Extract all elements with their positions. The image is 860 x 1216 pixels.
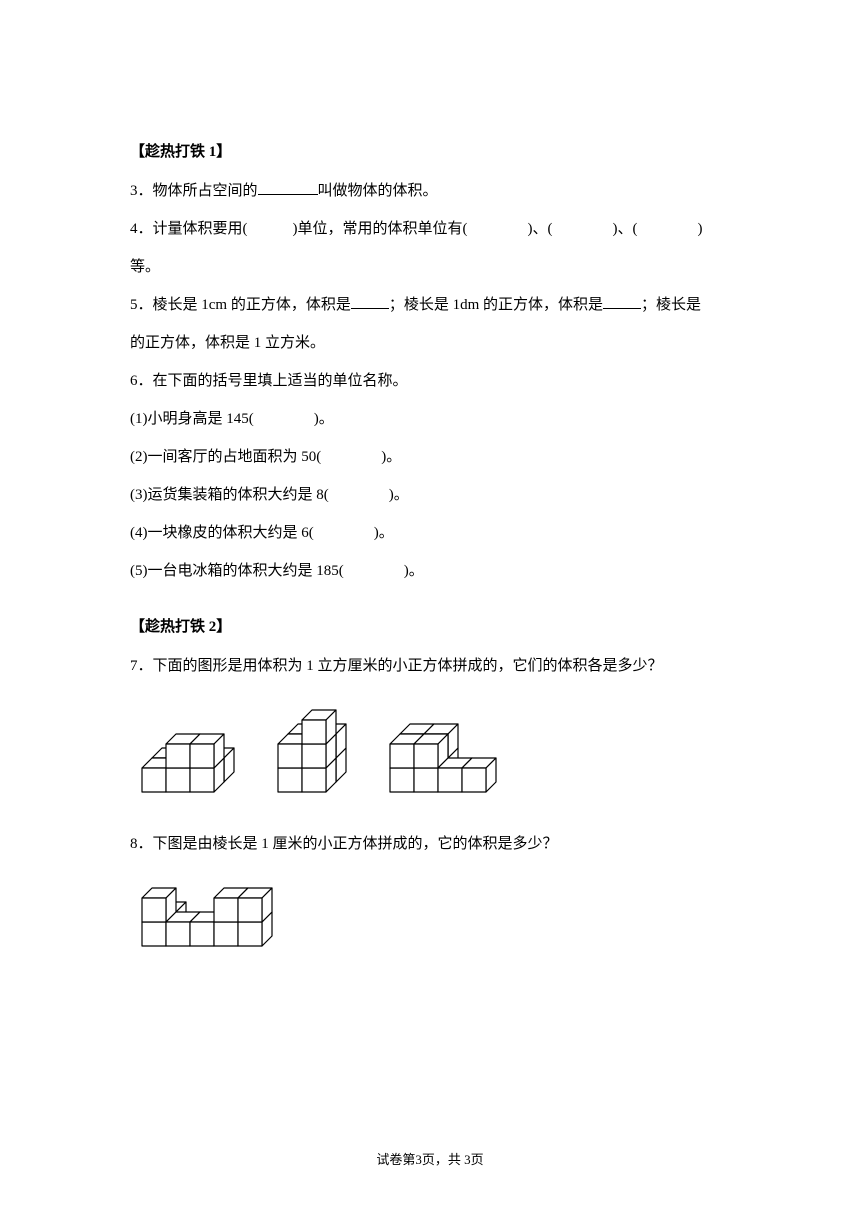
q7-shape-a <box>140 722 236 794</box>
q5-b: ；棱长是 1dm 的正方体，体积是 <box>389 297 603 313</box>
q3: 3．物体所占空间的 叫做物体的体积。 <box>130 173 730 209</box>
q8: 8．下图是由棱长是 1 厘米的小正方体拼成的，它的体积是多少？ <box>130 826 730 862</box>
q4: 4．计量体积要用( )单位，常用的体积单位有( )、( )、( ) <box>130 211 730 247</box>
q4-end: 等。 <box>130 249 730 285</box>
q6: 6．在下面的括号里填上适当的单位名称。 <box>130 363 730 399</box>
q8-shape <box>140 876 284 948</box>
q6-3: (3)运货集装箱的体积大约是 8( )。 <box>130 477 730 513</box>
section-1-header: 【趁热打铁 1】 <box>130 140 730 161</box>
q3-text-post: 叫做物体的体积。 <box>318 183 438 199</box>
q5-a: 5．棱长是 1cm 的正方体，体积是 <box>130 297 351 313</box>
section-2-header: 【趁热打铁 2】 <box>130 615 730 636</box>
q6-1: (1)小明身高是 145( )。 <box>130 401 730 437</box>
q7-shape-b <box>276 698 348 794</box>
q5-c: ；棱长是 <box>641 297 701 313</box>
page-footer: 试卷第3页，共 3页 <box>0 1149 860 1168</box>
blank-q5-1[interactable] <box>351 295 389 309</box>
q7: 7．下面的图形是用体积为 1 立方厘米的小正方体拼成的，它们的体积各是多少？ <box>130 648 730 684</box>
q3-text-pre: 3．物体所占空间的 <box>130 183 258 199</box>
blank-q5-2[interactable] <box>603 295 641 309</box>
q7-figures <box>130 686 730 812</box>
q6-2: (2)一间客厅的占地面积为 50( )。 <box>130 439 730 475</box>
q6-4: (4)一块橡皮的体积大约是 6( )。 <box>130 515 730 551</box>
q5-end: 的正方体，体积是 1 立方米。 <box>130 325 730 361</box>
q5: 5．棱长是 1cm 的正方体，体积是 ；棱长是 1dm 的正方体，体积是 ；棱长是 <box>130 287 730 323</box>
blank-q3[interactable] <box>258 181 318 195</box>
q6-5: (5)一台电冰箱的体积大约是 185( )。 <box>130 553 730 589</box>
q7-shape-c <box>388 722 508 794</box>
q8-figure <box>130 864 730 966</box>
